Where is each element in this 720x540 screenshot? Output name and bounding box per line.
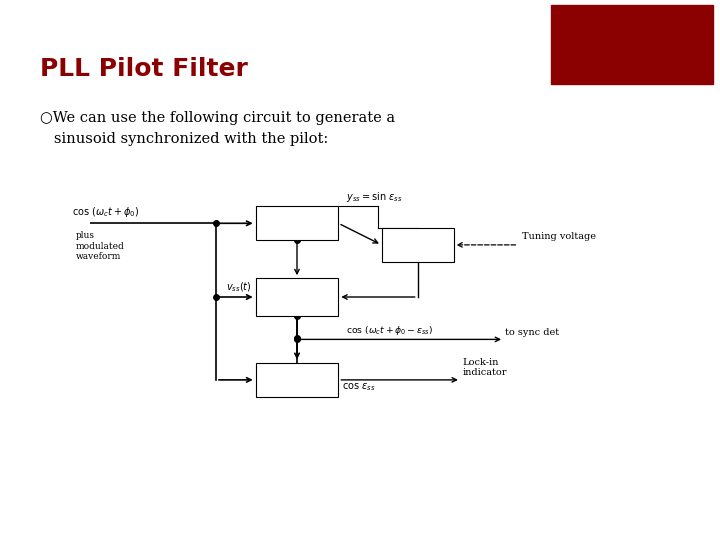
Text: Lock-in
indicator: Lock-in indicator [462, 358, 507, 377]
Text: $\cos\,\varepsilon_{ss}$: $\cos\,\varepsilon_{ss}$ [342, 382, 376, 393]
Text: $y_{ss} = \sin\,\varepsilon_{ss}$: $y_{ss} = \sin\,\varepsilon_{ss}$ [346, 190, 402, 204]
Text: $-90°$: $-90°$ [282, 291, 312, 303]
Text: Quad PD: Quad PD [274, 375, 320, 384]
Text: sinusoid synchronized with the pilot:: sinusoid synchronized with the pilot: [40, 132, 328, 146]
Text: PLL Pilot Filter: PLL Pilot Filter [40, 57, 248, 80]
Text: plus
modulated
waveform: plus modulated waveform [76, 231, 125, 261]
Text: ○We can use the following circuit to generate a: ○We can use the following circuit to gen… [40, 111, 395, 125]
Text: VCO: VCO [403, 238, 432, 252]
Text: $v_{ss}(t)$: $v_{ss}(t)$ [226, 281, 252, 294]
Text: Main PD: Main PD [274, 219, 320, 228]
Text: $\cos\,(\omega_c t + \phi_0)$: $\cos\,(\omega_c t + \phi_0)$ [72, 205, 140, 219]
Text: Tuning voltage: Tuning voltage [522, 232, 596, 241]
Text: $\cos\,(\omega_c t + \phi_0 - \varepsilon_{ss})$: $\cos\,(\omega_c t + \phi_0 - \varepsilo… [346, 323, 433, 337]
Text: to sync det: to sync det [505, 328, 559, 337]
